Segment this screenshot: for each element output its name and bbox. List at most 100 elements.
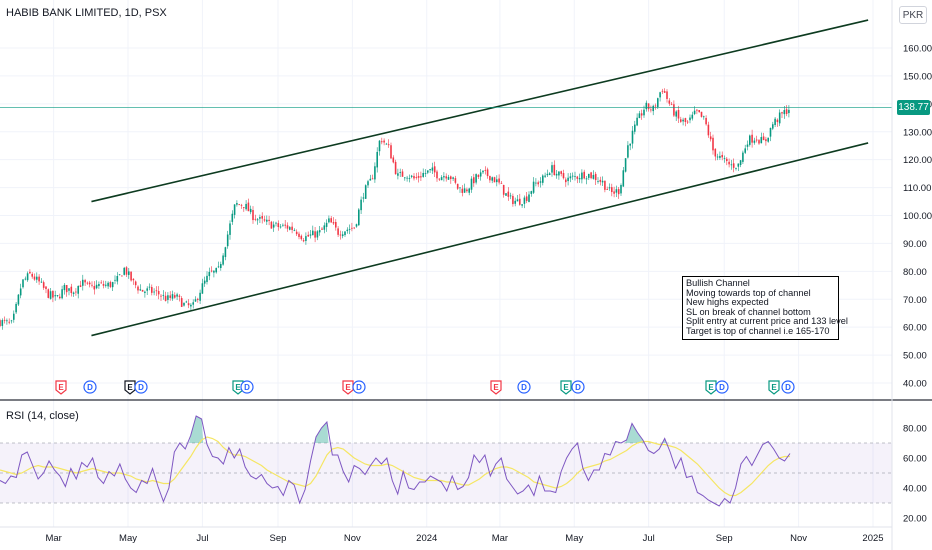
candle-body [187, 303, 190, 306]
dividend-marker[interactable]: D [715, 380, 729, 394]
earnings-marker[interactable]: E [124, 380, 136, 395]
dividend-marker[interactable]: D [240, 380, 254, 394]
time-tick-label: Jul [196, 533, 208, 544]
candle-body [636, 117, 638, 126]
candle-body [585, 178, 588, 180]
earnings-marker[interactable]: E [342, 380, 354, 395]
candle-body [178, 295, 181, 297]
candle-body [75, 291, 77, 293]
candle-body [528, 194, 530, 202]
channel-lower-line[interactable] [91, 142, 869, 337]
candle-body [638, 113, 641, 119]
candle-body [443, 176, 445, 178]
candle-body [479, 172, 482, 177]
candle-body [562, 173, 565, 179]
candle-body [252, 209, 254, 221]
candle-body [640, 113, 643, 116]
candle-body [93, 286, 96, 290]
analysis-note[interactable]: Bullish Channel Moving towards top of ch… [682, 276, 848, 340]
candle-body [433, 166, 436, 173]
earnings-marker[interactable]: E [490, 380, 502, 395]
candle-body [192, 302, 194, 305]
dividend-marker[interactable]: D [83, 380, 97, 394]
earnings-marker[interactable]: E [55, 380, 67, 395]
candle-body [282, 224, 284, 226]
candle-body [512, 195, 514, 205]
candle-body [360, 199, 362, 211]
candle-body [424, 173, 427, 174]
candle-body [114, 279, 116, 281]
candle-body [199, 292, 201, 301]
candle-body [348, 228, 351, 230]
candle-body [657, 98, 659, 107]
candle-body [95, 284, 98, 289]
candle-body [778, 112, 781, 124]
candle-body [505, 193, 507, 196]
candle-body [300, 235, 303, 240]
time-tick-label: Jul [643, 533, 655, 544]
dividend-marker[interactable]: D [134, 380, 148, 394]
candle-body [118, 274, 121, 276]
channel-upper-line[interactable] [91, 19, 869, 203]
candle-body [22, 279, 24, 288]
rsi-grid [0, 442, 892, 504]
candle-body [240, 204, 243, 206]
earnings-marker[interactable]: E [768, 380, 780, 395]
currency-button[interactable]: PKR [899, 6, 927, 24]
candle-body [707, 124, 710, 136]
earnings-marker[interactable]: E [560, 380, 572, 395]
candle-body [466, 189, 468, 192]
dividend-marker[interactable]: D [352, 380, 366, 394]
price-tick-label: 60.00 [903, 323, 927, 334]
candle-body [571, 175, 574, 177]
svg-text:D: D [138, 383, 144, 392]
candle-body [739, 160, 742, 166]
earnings-marker[interactable]: E [705, 380, 717, 395]
candle-body [542, 175, 544, 183]
candle-body [767, 137, 769, 142]
candle-body [346, 229, 349, 232]
candle-body [482, 170, 484, 173]
earnings-marker[interactable]: E [232, 380, 244, 395]
candle-body [440, 177, 443, 181]
svg-text:D: D [719, 383, 725, 392]
candle-body [185, 301, 188, 303]
time-axis[interactable]: Mar May Jul Sep Nov 2024 Mar May Jul Sep Nov 2025 [45, 533, 883, 544]
dividend-marker[interactable]: D [517, 380, 531, 394]
candle-body [539, 181, 542, 183]
candle-body [576, 176, 579, 179]
candle-body [33, 276, 36, 280]
candle-body [293, 230, 296, 232]
candle-body [183, 303, 185, 306]
rsi-tick-label: 80.00 [903, 424, 927, 435]
candle-body [489, 175, 491, 181]
dividend-marker[interactable]: D [571, 380, 585, 394]
candle-body [302, 240, 305, 242]
candle-body [298, 233, 300, 237]
dividend-marker[interactable]: D [781, 380, 795, 394]
price-tick-label: 120.00 [903, 155, 932, 166]
candle-body [171, 294, 174, 299]
candle-body [599, 179, 602, 182]
candle-body [751, 134, 753, 143]
rsi-axis[interactable]: 80.00 60.00 40.00 20.00 [903, 424, 927, 525]
channel-lines[interactable] [91, 19, 869, 337]
candle-body [157, 290, 160, 295]
candle-body [502, 184, 505, 195]
price-axis[interactable]: 160.00150.00140.00130.00120.00110.00100.… [903, 44, 932, 390]
candle-body [72, 292, 75, 294]
candle-body [144, 291, 146, 294]
candle-body [597, 181, 599, 183]
candle-body [519, 198, 521, 205]
rsi-line [0, 415, 791, 507]
svg-text:E: E [563, 383, 569, 392]
candle-body [454, 178, 457, 183]
time-tick-label: May [565, 533, 583, 544]
candle-body [141, 289, 144, 292]
candle-body [155, 290, 158, 292]
candle-body [447, 176, 450, 180]
rsi-title[interactable]: RSI (14, close) [6, 410, 79, 422]
candle-body [245, 203, 247, 210]
